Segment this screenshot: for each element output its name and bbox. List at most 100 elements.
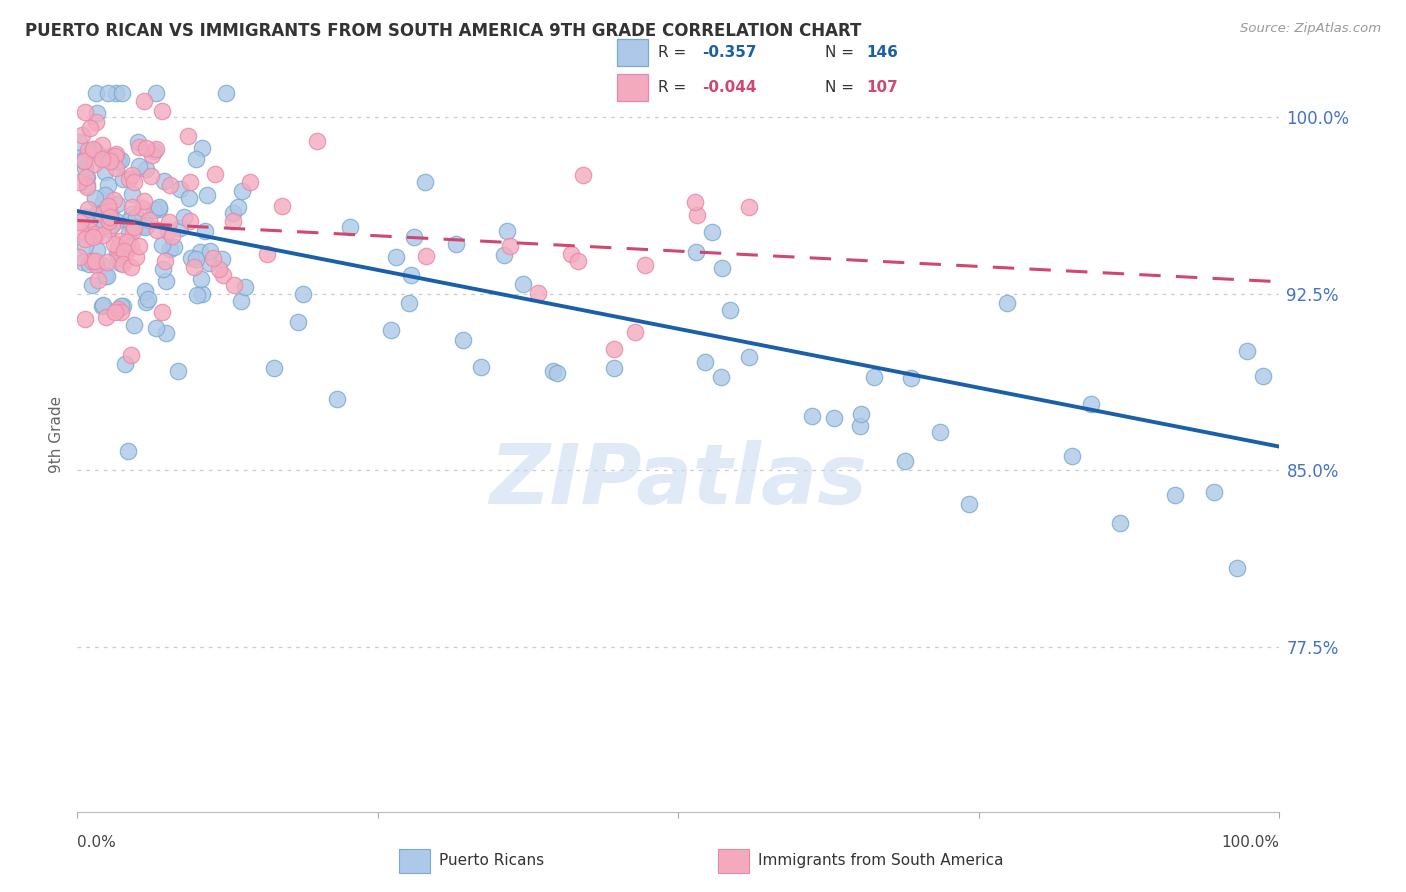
- Point: [98, 207, 121, 221]
- Point: [96, 205, 118, 219]
- Point: [194, 224, 217, 238]
- Point: [86, 145, 108, 159]
- Point: [69, 214, 91, 228]
- Point: [228, 200, 250, 214]
- Point: [179, 214, 201, 228]
- Point: [73, 210, 96, 224]
- Point: [76, 170, 98, 185]
- Point: [801, 409, 824, 423]
- Point: [84, 115, 107, 129]
- Point: [399, 268, 422, 282]
- Point: [110, 153, 132, 167]
- Point: [190, 141, 212, 155]
- Point: [398, 296, 420, 310]
- Point: [1236, 344, 1258, 359]
- Point: [204, 167, 226, 181]
- Point: [76, 202, 98, 216]
- Text: ZIPatlas: ZIPatlas: [489, 440, 868, 521]
- Point: [87, 272, 110, 286]
- Point: [179, 175, 201, 189]
- Point: [67, 250, 90, 264]
- Point: [1204, 485, 1226, 500]
- Point: [150, 237, 173, 252]
- Text: PUERTO RICAN VS IMMIGRANTS FROM SOUTH AMERICA 9TH GRADE CORRELATION CHART: PUERTO RICAN VS IMMIGRANTS FROM SOUTH AM…: [25, 22, 862, 40]
- Point: [118, 226, 141, 240]
- Point: [385, 250, 408, 264]
- Point: [97, 87, 120, 101]
- Point: [128, 159, 150, 173]
- Point: [711, 261, 734, 276]
- Text: N =: N =: [825, 45, 855, 60]
- Point: [957, 497, 980, 511]
- Point: [222, 213, 245, 227]
- Point: [86, 205, 108, 219]
- Point: [105, 246, 128, 260]
- Point: [75, 170, 97, 185]
- Point: [110, 304, 132, 318]
- Point: [200, 244, 222, 258]
- Point: [150, 104, 173, 119]
- Text: 107: 107: [866, 80, 898, 95]
- Point: [215, 87, 238, 101]
- Point: [1109, 516, 1132, 531]
- Text: 146: 146: [866, 45, 898, 60]
- Point: [451, 333, 474, 347]
- Text: R =: R =: [658, 80, 686, 95]
- Point: [121, 206, 143, 220]
- Point: [124, 175, 146, 189]
- Point: [97, 178, 120, 192]
- Point: [103, 193, 125, 207]
- Point: [444, 237, 467, 252]
- Point: [700, 226, 723, 240]
- Point: [121, 168, 143, 182]
- Point: [169, 220, 191, 235]
- Point: [526, 285, 548, 300]
- Point: [1225, 561, 1247, 575]
- Point: [738, 350, 761, 364]
- Point: [93, 219, 115, 233]
- Point: [128, 238, 150, 252]
- Point: [190, 244, 212, 259]
- Point: [163, 240, 186, 254]
- Bar: [399, 849, 430, 873]
- Point: [211, 252, 233, 266]
- Point: [98, 213, 121, 227]
- Point: [1251, 369, 1274, 384]
- Point: [91, 207, 114, 221]
- Text: Source: ZipAtlas.com: Source: ZipAtlas.com: [1240, 22, 1381, 36]
- Point: [229, 293, 252, 308]
- Point: [863, 370, 886, 384]
- Point: [159, 242, 181, 256]
- Point: [67, 136, 90, 150]
- Point: [413, 175, 436, 189]
- Point: [560, 246, 582, 260]
- Point: [307, 134, 329, 148]
- Point: [69, 175, 91, 189]
- Point: [718, 303, 741, 318]
- Point: [132, 94, 155, 108]
- Point: [107, 240, 129, 254]
- Point: [572, 168, 595, 182]
- Point: [145, 320, 167, 334]
- Point: [603, 361, 626, 376]
- Point: [233, 280, 256, 294]
- Point: [97, 221, 120, 235]
- Text: Puerto Ricans: Puerto Ricans: [439, 854, 544, 868]
- Point: [104, 149, 127, 163]
- Point: [82, 216, 104, 230]
- Point: [195, 187, 218, 202]
- Point: [91, 152, 114, 166]
- Point: [623, 325, 645, 339]
- Point: [93, 150, 115, 164]
- Point: [73, 239, 96, 253]
- Point: [114, 358, 136, 372]
- Point: [169, 182, 191, 196]
- Point: [145, 87, 167, 101]
- Text: R =: R =: [658, 45, 686, 60]
- Point: [132, 194, 155, 209]
- Point: [83, 253, 105, 268]
- Point: [75, 231, 97, 245]
- Point: [894, 453, 917, 467]
- Point: [287, 315, 309, 329]
- Point: [995, 296, 1018, 310]
